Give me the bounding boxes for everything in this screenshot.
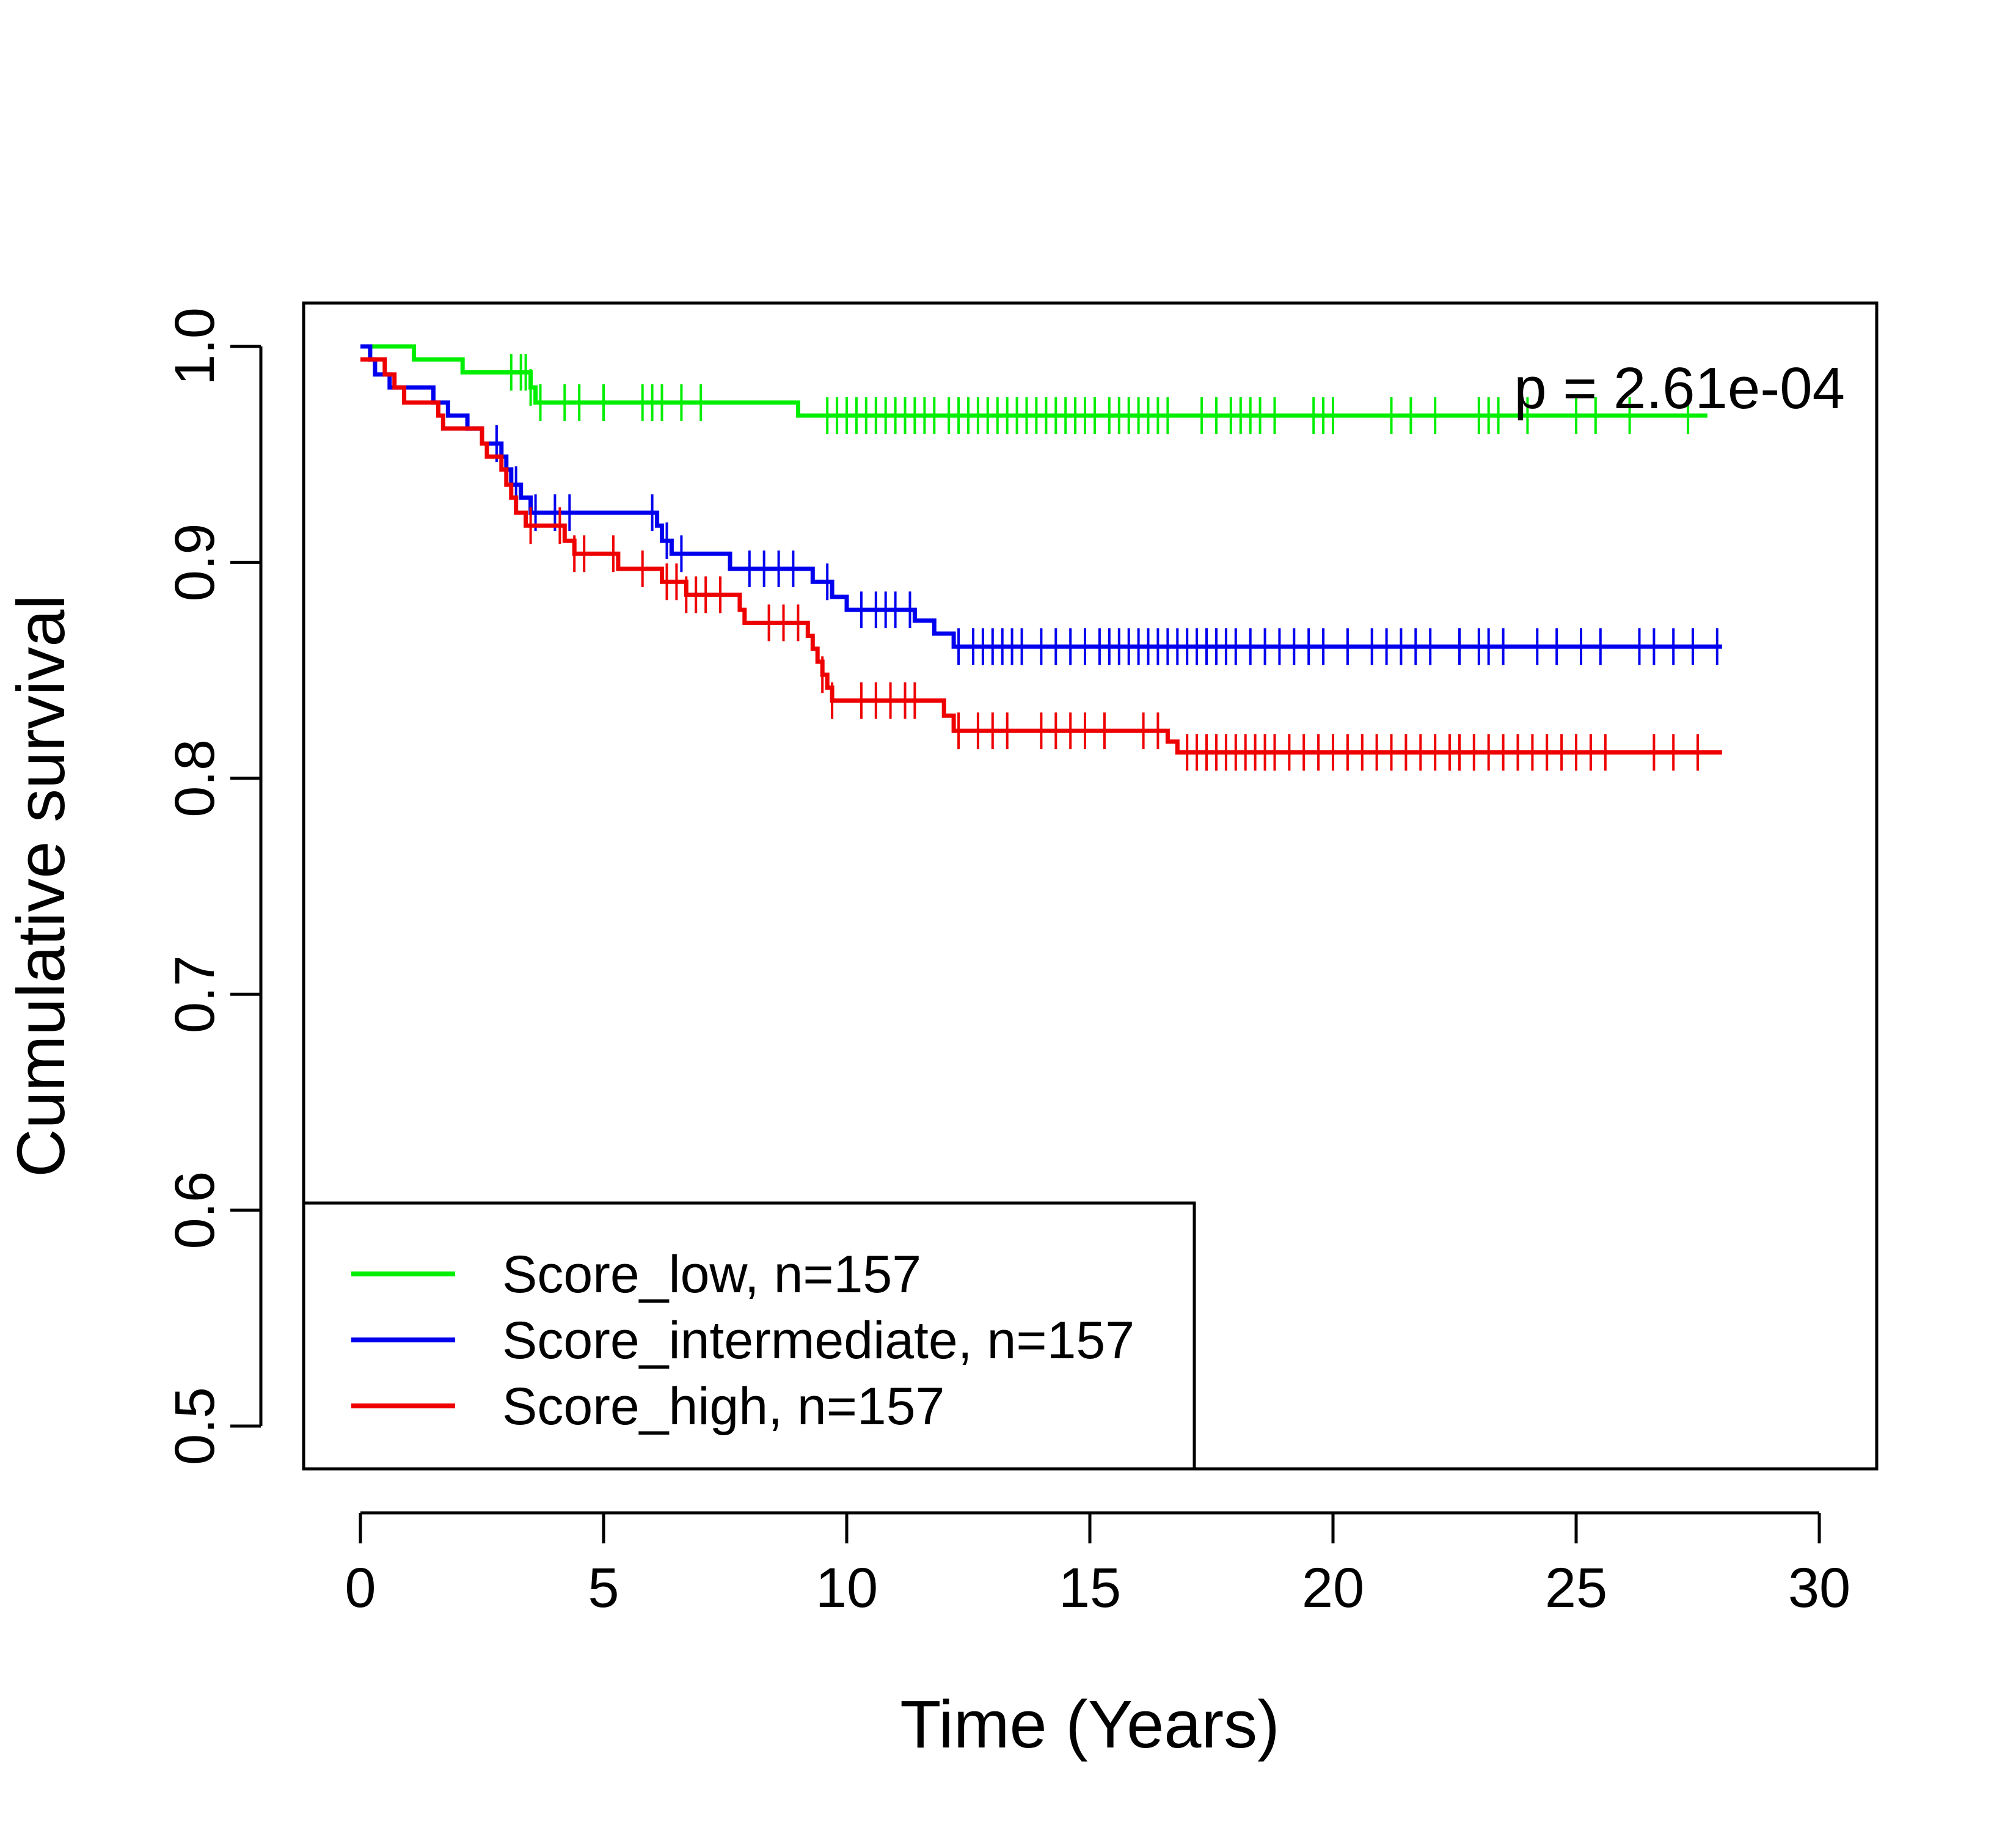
x-axis-label: Time (Years)	[900, 1687, 1279, 1762]
series-1	[360, 344, 1722, 665]
y-tick-label-5: 1.0	[164, 307, 226, 386]
series-layer	[360, 344, 1722, 771]
y-axis: 0.5 0.6 0.7 0.8 0.9 1.0	[164, 307, 263, 1465]
x-tick-label-5: 25	[1545, 1557, 1607, 1619]
y-tick-label-4: 0.9	[164, 523, 226, 601]
legend-label-2: Score_high, n=157	[502, 1377, 944, 1436]
y-tick-label-3: 0.8	[164, 739, 226, 818]
y-tick-label-0: 0.5	[164, 1387, 226, 1465]
series-2	[360, 357, 1722, 771]
x-tick-label-3: 15	[1059, 1557, 1121, 1619]
x-axis: 0 5 10 15 20 25 30	[345, 1511, 1850, 1619]
x-tick-label-4: 20	[1302, 1557, 1364, 1619]
x-tick-label-0: 0	[345, 1557, 376, 1619]
legend: Score_low, n=157 Score_intermediate, n=15…	[302, 1201, 1196, 1471]
series-0	[360, 344, 1707, 434]
x-tick-label-6: 30	[1788, 1557, 1850, 1619]
x-tick-label-1: 5	[588, 1557, 619, 1619]
p-value-annotation: p = 2.61e-04	[1514, 356, 1845, 421]
x-tick-label-2: 10	[816, 1557, 878, 1619]
legend-label-0: Score_low, n=157	[502, 1245, 921, 1304]
y-tick-label-1: 0.6	[164, 1171, 226, 1249]
survival-curve-1	[360, 344, 1722, 649]
legend-box	[302, 1201, 1196, 1471]
y-tick-label-2: 0.7	[164, 955, 226, 1033]
survival-curve-0	[360, 344, 1707, 418]
y-axis-label: Cumulative survival	[4, 595, 79, 1177]
legend-label-1: Score_intermediate, n=157	[502, 1311, 1134, 1370]
